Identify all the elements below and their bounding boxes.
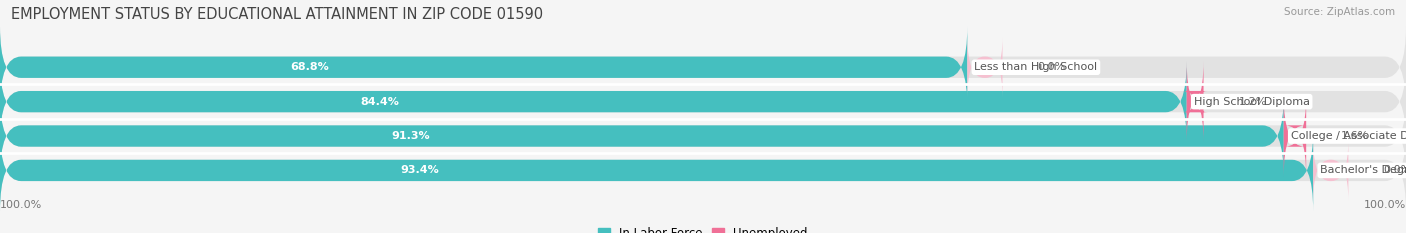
Text: High School Diploma: High School Diploma: [1194, 97, 1310, 107]
FancyBboxPatch shape: [0, 130, 1313, 211]
Text: 91.3%: 91.3%: [391, 131, 430, 141]
Text: 1.6%: 1.6%: [1341, 131, 1369, 141]
Text: Less than High School: Less than High School: [974, 62, 1098, 72]
Text: Source: ZipAtlas.com: Source: ZipAtlas.com: [1284, 7, 1395, 17]
Text: 68.8%: 68.8%: [290, 62, 329, 72]
Text: EMPLOYMENT STATUS BY EDUCATIONAL ATTAINMENT IN ZIP CODE 01590: EMPLOYMENT STATUS BY EDUCATIONAL ATTAINM…: [11, 7, 543, 22]
FancyBboxPatch shape: [1284, 95, 1306, 177]
FancyBboxPatch shape: [0, 26, 967, 108]
FancyBboxPatch shape: [0, 95, 1406, 177]
Text: College / Associate Degree: College / Associate Degree: [1291, 131, 1406, 141]
FancyBboxPatch shape: [0, 61, 1187, 143]
Text: 93.4%: 93.4%: [401, 165, 440, 175]
Text: 84.4%: 84.4%: [360, 97, 399, 107]
Legend: In Labor Force, Unemployed: In Labor Force, Unemployed: [598, 227, 808, 233]
FancyBboxPatch shape: [1182, 61, 1208, 143]
Text: 0.0%: 0.0%: [1384, 165, 1406, 175]
FancyBboxPatch shape: [0, 130, 1406, 211]
FancyBboxPatch shape: [0, 95, 1284, 177]
Text: 100.0%: 100.0%: [1364, 200, 1406, 210]
FancyBboxPatch shape: [0, 26, 1406, 108]
Text: Bachelor's Degree or higher: Bachelor's Degree or higher: [1320, 165, 1406, 175]
FancyBboxPatch shape: [967, 37, 1002, 98]
Text: 0.0%: 0.0%: [1038, 62, 1066, 72]
Text: 100.0%: 100.0%: [0, 200, 42, 210]
Text: 1.2%: 1.2%: [1239, 97, 1267, 107]
FancyBboxPatch shape: [1313, 140, 1348, 201]
FancyBboxPatch shape: [0, 61, 1406, 143]
